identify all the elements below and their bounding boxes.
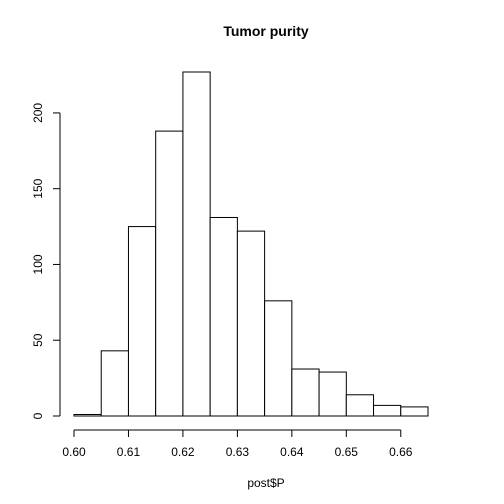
x-tick-label: 0.66 xyxy=(389,445,413,459)
histogram-bar xyxy=(318,371,347,417)
histogram-bar xyxy=(291,368,320,417)
y-tick-label: 150 xyxy=(31,178,45,198)
histogram-bar xyxy=(264,300,293,417)
y-tick-label: 50 xyxy=(31,333,45,347)
y-tick-label: 100 xyxy=(31,254,45,274)
histogram-bar xyxy=(209,216,238,417)
x-axis: 0.60 0.61 0.62 0.63 0.64 0.65 0.66 xyxy=(62,429,413,459)
histogram-bar xyxy=(345,394,375,417)
histogram-bar xyxy=(155,130,184,417)
histogram-bars xyxy=(73,71,429,417)
x-tick-label: 0.64 xyxy=(280,445,304,459)
x-tick-label: 0.62 xyxy=(171,445,195,459)
y-axis: 0 50 100 150 200 xyxy=(31,103,61,419)
x-tick-label: 0.63 xyxy=(226,445,250,459)
y-tick-label: 200 xyxy=(31,103,45,123)
histogram-bar xyxy=(127,226,157,417)
histogram-bar xyxy=(400,406,429,417)
x-tick-label: 0.60 xyxy=(62,445,86,459)
histogram-bar xyxy=(373,404,402,417)
histogram-bar xyxy=(73,413,102,417)
histogram-bar xyxy=(236,230,266,417)
x-axis-label: post$P xyxy=(247,476,284,490)
x-tick-label: 0.61 xyxy=(117,445,141,459)
x-tick-label: 0.65 xyxy=(335,445,359,459)
histogram-bar xyxy=(100,350,129,417)
chart-title: Tumor purity xyxy=(223,23,309,39)
y-tick-label: 0 xyxy=(31,412,45,419)
histogram-bar xyxy=(182,71,211,417)
